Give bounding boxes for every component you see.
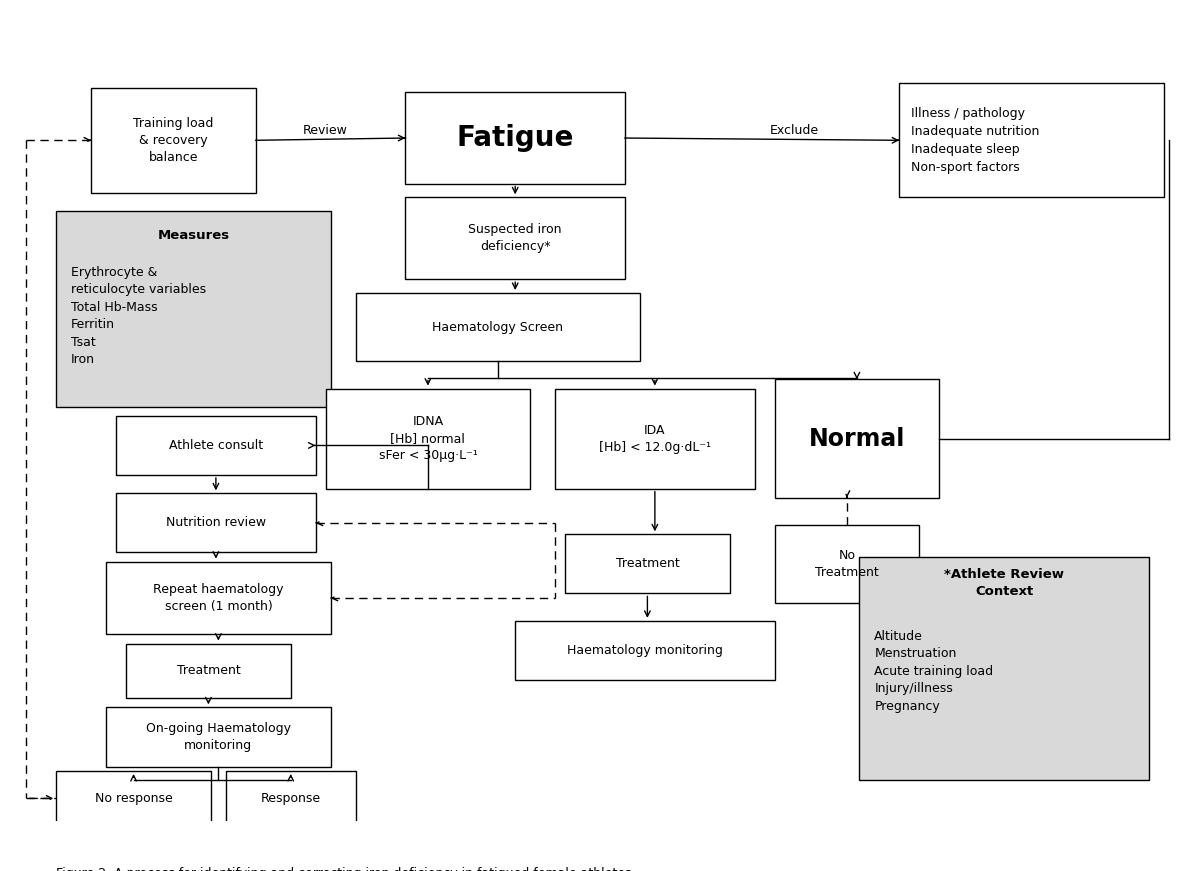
Text: IDNA
[Hb] normal
sFer < 30μg·L⁻¹: IDNA [Hb] normal sFer < 30μg·L⁻¹ [378, 415, 478, 463]
Bar [56, 771, 211, 826]
Bar [91, 88, 256, 192]
Bar [406, 92, 625, 184]
Text: IDA
[Hb] < 12.0g·dL⁻¹: IDA [Hb] < 12.0g·dL⁻¹ [599, 423, 710, 454]
Bar [406, 197, 625, 280]
Text: Training load
& recovery
balance: Training load & recovery balance [133, 117, 214, 164]
Text: Erythrocyte &
reticulocyte variables
Total Hb-Mass
Ferritin
Tsat
Iron: Erythrocyte & reticulocyte variables Tot… [71, 266, 206, 366]
Bar [556, 388, 755, 489]
Text: Haematology monitoring: Haematology monitoring [566, 644, 722, 657]
Text: No
Treatment: No Treatment [815, 549, 878, 579]
Text: Fatigue: Fatigue [456, 124, 574, 152]
Text: Figure 2. A process for identifying and correcting iron deficiency in fatigued f: Figure 2. A process for identifying and … [56, 868, 636, 871]
Bar [226, 771, 355, 826]
Text: On-going Haematology
monitoring: On-going Haematology monitoring [146, 722, 290, 752]
Text: Review: Review [304, 125, 348, 138]
Text: Normal: Normal [809, 427, 905, 450]
Bar [355, 293, 640, 361]
Bar [106, 707, 331, 766]
Bar [565, 534, 730, 593]
Bar [106, 562, 331, 634]
Text: Treatment: Treatment [176, 665, 240, 678]
Text: *Athlete Review
Context: *Athlete Review Context [944, 568, 1064, 598]
Bar [56, 211, 331, 407]
Text: Athlete consult: Athlete consult [169, 439, 263, 452]
Text: Altitude
Menstruation
Acute training load
Injury/illness
Pregnancy: Altitude Menstruation Acute training loa… [875, 630, 994, 712]
Bar [126, 644, 290, 699]
Bar [515, 621, 774, 680]
Bar [325, 388, 530, 489]
Text: Treatment: Treatment [616, 557, 679, 571]
Text: Illness / pathology
Inadequate nutrition
Inadequate sleep
Non-sport factors: Illness / pathology Inadequate nutrition… [911, 107, 1039, 174]
Text: Measures: Measures [157, 229, 229, 242]
Bar [774, 380, 940, 498]
Bar [899, 84, 1164, 197]
Text: Response: Response [260, 792, 320, 805]
Text: Exclude: Exclude [770, 125, 820, 138]
Text: Repeat haematology
screen (1 month): Repeat haematology screen (1 month) [154, 583, 283, 613]
Text: Suspected iron
deficiency*: Suspected iron deficiency* [468, 223, 562, 253]
Text: No response: No response [95, 792, 173, 805]
Bar [774, 525, 919, 603]
Bar [116, 415, 316, 475]
Bar [859, 557, 1148, 780]
Text: Nutrition review: Nutrition review [166, 517, 266, 530]
Bar [116, 493, 316, 552]
Text: Haematology Screen: Haematology Screen [432, 321, 563, 334]
